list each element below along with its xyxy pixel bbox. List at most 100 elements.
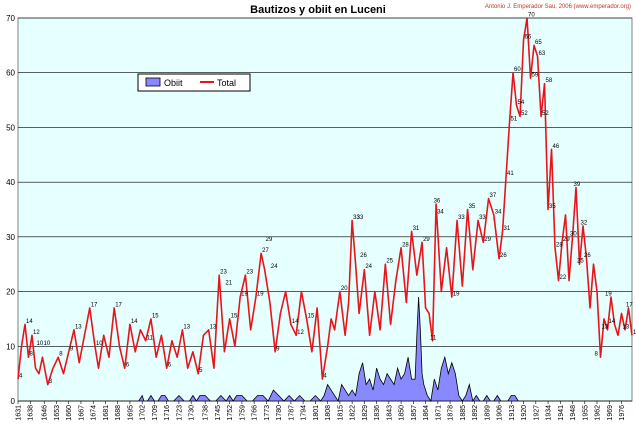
- x-tick-label: 1674: [91, 405, 98, 421]
- data-label: 13: [75, 324, 82, 330]
- x-tick-label: 1843: [386, 405, 393, 421]
- y-tick-label: 0: [11, 397, 16, 406]
- x-tick-label: 1836: [374, 405, 381, 421]
- data-label: 8: [595, 352, 599, 358]
- x-tick-label: 1962: [595, 405, 602, 421]
- y-tick-label: 10: [6, 342, 15, 351]
- y-tick-label: 50: [6, 123, 15, 132]
- x-tick-label: 1780: [276, 405, 283, 421]
- data-label: 17: [115, 302, 122, 308]
- x-tick-label: 1653: [54, 405, 61, 421]
- x-tick-label: 1759: [239, 405, 246, 421]
- legend-box: [137, 73, 251, 92]
- data-label: 14: [131, 319, 138, 325]
- x-tick-label: 1702: [140, 405, 147, 421]
- total-series: [17, 17, 633, 386]
- x-tick-label: 1864: [423, 405, 430, 421]
- data-label: 66: [525, 34, 532, 40]
- data-label: 25: [577, 259, 584, 265]
- x-tick-label: 1801: [313, 405, 320, 421]
- x-tick-label: 1688: [115, 405, 122, 421]
- x-tick-label: 1822: [350, 405, 357, 421]
- data-label: 23: [220, 270, 227, 276]
- data-label: 58: [546, 78, 553, 84]
- data-label: 19: [453, 292, 460, 298]
- data-label: 11: [430, 335, 437, 341]
- data-label: 13: [602, 324, 609, 330]
- x-tick-label: 1738: [203, 405, 210, 421]
- legend: Obiit Total: [137, 73, 251, 92]
- x-tick-label: 1878: [448, 405, 455, 421]
- legend-obiit-swatch: [145, 77, 161, 87]
- data-label: 6: [168, 363, 172, 369]
- data-label: 34: [437, 209, 444, 215]
- x-tick-label: 1646: [42, 405, 49, 421]
- x-tick-label: 1723: [176, 405, 183, 421]
- y-tick-label: 70: [6, 14, 15, 23]
- x-tick-label: 1976: [619, 405, 626, 421]
- data-label: 36: [434, 199, 441, 205]
- data-label: 19: [241, 292, 248, 298]
- data-label: 10: [36, 341, 43, 347]
- data-label: 8: [29, 352, 33, 358]
- x-tick-label: 1941: [558, 405, 565, 421]
- data-label: 63: [539, 51, 546, 57]
- data-label: 11: [147, 335, 154, 341]
- x-tick-label: 1913: [509, 405, 516, 421]
- chart-title: Bautizos y obiit en Luceni: [250, 4, 386, 16]
- x-tick-label: 1871: [435, 405, 442, 421]
- data-label: 12: [633, 330, 636, 336]
- x-tick-label: 1927: [533, 405, 540, 421]
- chart-credit: Antonio J. Emperador Sau, 2006 (www.empe…: [485, 4, 631, 10]
- x-tick-label: 1815: [337, 405, 344, 421]
- y-tick-label: 40: [6, 178, 15, 187]
- data-label: 24: [365, 264, 372, 270]
- data-label: 15: [152, 313, 159, 319]
- data-label: 14: [292, 319, 299, 325]
- data-label: 19: [605, 292, 612, 298]
- data-label: 24: [271, 264, 278, 270]
- data-label: 70: [528, 13, 535, 19]
- plot-area: [17, 17, 633, 402]
- legend-obiit-label: Obiit: [164, 78, 183, 88]
- x-tick-label: 1829: [362, 405, 369, 421]
- x-tick-label: 1667: [78, 405, 85, 421]
- data-label: 15: [308, 313, 315, 319]
- obiit-series: [18, 297, 632, 403]
- x-tick-label: 1955: [582, 405, 589, 421]
- y-tick-label: 30: [6, 233, 15, 242]
- x-tick-label: 1745: [215, 405, 222, 421]
- data-label: 29: [266, 237, 273, 243]
- data-label: 4: [19, 374, 23, 380]
- data-label: 59: [532, 73, 539, 79]
- x-tick-label: 1948: [570, 405, 577, 421]
- x-tick-label: 1885: [460, 405, 467, 421]
- data-label: 3: [49, 379, 53, 385]
- data-label: 12: [297, 330, 304, 336]
- data-label: 28: [402, 242, 409, 248]
- data-label: 26: [500, 253, 507, 259]
- data-label: 5: [199, 368, 203, 374]
- data-label: 51: [511, 116, 518, 122]
- x-tick-label: 1638: [28, 405, 35, 421]
- x-tick-label: 1631: [16, 405, 23, 421]
- data-label: 29: [484, 237, 491, 243]
- x-tick-label: 1934: [546, 405, 553, 421]
- data-label: 14: [609, 319, 616, 325]
- x-tick-label: 1709: [152, 405, 159, 421]
- x-tick-label: 1752: [227, 405, 234, 421]
- data-label: 28: [556, 242, 563, 248]
- data-label: 33: [357, 215, 364, 221]
- x-tick-label: 1850: [399, 405, 406, 421]
- x-tick-label: 1969: [607, 405, 614, 421]
- x-tick-label: 1808: [325, 405, 332, 421]
- data-label: 54: [518, 100, 525, 106]
- data-label: 33: [458, 215, 465, 221]
- x-tick-label: 1857: [411, 405, 418, 421]
- x-tick-label: 1787: [288, 405, 295, 421]
- data-label: 29: [423, 237, 430, 243]
- x-tick-label: 1730: [189, 405, 196, 421]
- x-tick-label: 1695: [127, 405, 134, 421]
